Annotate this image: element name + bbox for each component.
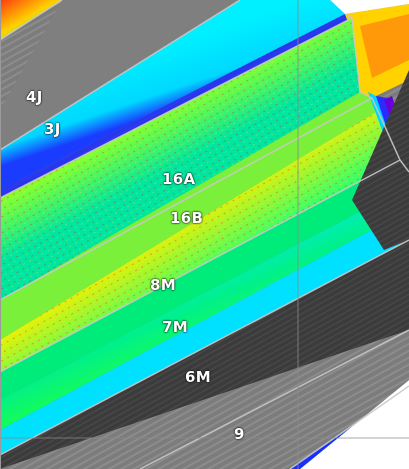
field-strip-7m	[0, 186, 409, 430]
field-label-7m[interactable]: 7M	[162, 318, 188, 336]
field-texture	[0, 98, 400, 372]
field-label-4j[interactable]: 4J	[26, 88, 43, 106]
field-edge	[0, 0, 352, 198]
dark-soil-6m	[0, 240, 409, 469]
field-label-16a[interactable]: 16A	[162, 170, 196, 188]
field-strip-3j	[0, 0, 345, 190]
field-label-8m[interactable]: 8M	[150, 276, 176, 294]
bare-soil-9	[0, 330, 409, 469]
field-strip-7m-lower	[0, 210, 409, 455]
map-edge	[330, 0, 409, 14]
field-label-6m[interactable]: 6M	[185, 368, 211, 386]
dark-soil-right	[352, 70, 409, 250]
field-label-9[interactable]: 9	[234, 425, 245, 443]
field-strip-8m	[0, 160, 409, 400]
field-texture	[0, 18, 360, 300]
field-patch	[360, 14, 409, 78]
field-strip-16b	[0, 92, 376, 340]
field-label-3j[interactable]: 3J	[44, 120, 61, 138]
field-label-16b[interactable]: 16B	[170, 209, 204, 227]
